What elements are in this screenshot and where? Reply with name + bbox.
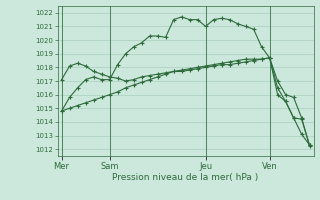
X-axis label: Pression niveau de la mer( hPa ): Pression niveau de la mer( hPa )	[112, 173, 259, 182]
